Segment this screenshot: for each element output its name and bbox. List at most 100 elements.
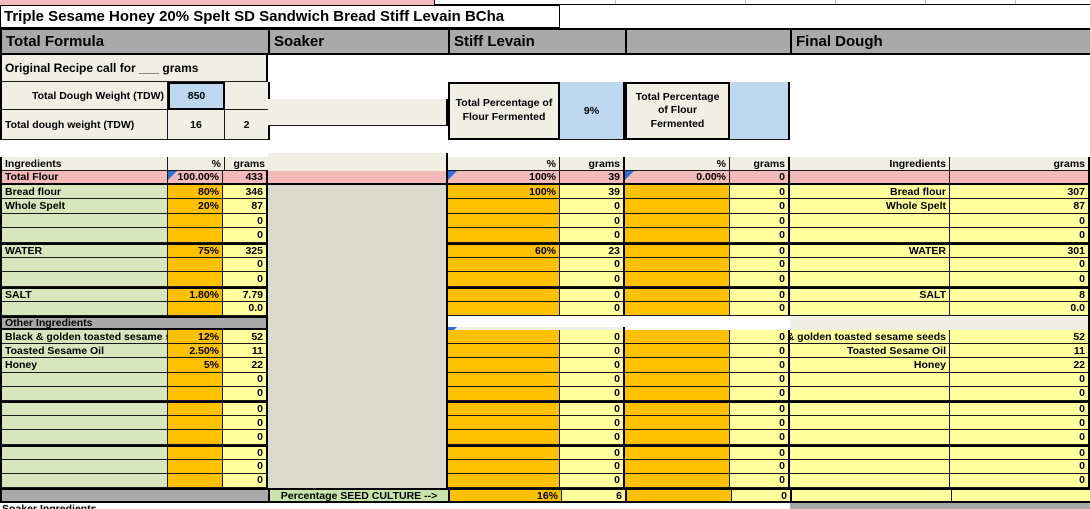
tdw2-value1-cell[interactable]: 16 bbox=[168, 110, 225, 140]
final-dough-name-cell[interactable] bbox=[790, 213, 950, 229]
grams-cell[interactable]: 0 bbox=[223, 228, 268, 243]
levain-percent-cell[interactable] bbox=[448, 430, 560, 445]
ingredient-name-cell[interactable]: WATER bbox=[2, 242, 168, 258]
seed-percent-cell[interactable]: 16% bbox=[450, 488, 562, 503]
levain-percent-cell[interactable] bbox=[448, 386, 560, 402]
levain2-percent-cell[interactable] bbox=[625, 242, 730, 258]
fd-seed-grams-cell[interactable] bbox=[952, 488, 1090, 503]
ingredient-name-cell[interactable] bbox=[2, 416, 168, 431]
grams-cell[interactable]: 0 bbox=[223, 444, 268, 460]
levain2-grams-cell[interactable]: 0 bbox=[730, 272, 790, 287]
grams-cell[interactable]: 0 bbox=[223, 257, 268, 273]
levain2-grams-cell[interactable]: 0 bbox=[730, 242, 790, 258]
levain2-percent-cell[interactable] bbox=[625, 401, 730, 417]
grams-cell[interactable]: 0 bbox=[223, 401, 268, 417]
seed2-percent-cell[interactable] bbox=[627, 488, 732, 503]
final-dough-grams-cell[interactable]: 22 bbox=[950, 358, 1090, 373]
final-dough-name-cell[interactable] bbox=[790, 272, 950, 287]
final-dough-name-cell[interactable] bbox=[790, 301, 950, 316]
final-dough-grams-cell[interactable]: 0 bbox=[950, 272, 1090, 287]
levain2-grams-cell[interactable]: 0 bbox=[730, 286, 790, 302]
percent-cell[interactable]: 5% bbox=[168, 358, 223, 373]
levain2-percent-cell[interactable] bbox=[625, 372, 730, 387]
ingredient-name-cell[interactable] bbox=[2, 386, 168, 402]
levain2-grams-cell[interactable]: 0 bbox=[730, 358, 790, 373]
grams-cell[interactable]: 0.0 bbox=[223, 301, 268, 316]
levain2-grams-col-header[interactable]: grams bbox=[730, 157, 790, 171]
final-dough-grams-cell[interactable]: 0 bbox=[950, 473, 1090, 488]
levain2-grams-cell[interactable]: 0 bbox=[730, 386, 790, 402]
grams-cell[interactable]: 0 bbox=[223, 430, 268, 445]
ingredient-name-cell[interactable] bbox=[2, 228, 168, 243]
levain2-percent-cell[interactable] bbox=[625, 257, 730, 273]
levain-percent-cell[interactable] bbox=[448, 228, 560, 243]
levain2-grams-cell[interactable]: 0 bbox=[730, 430, 790, 445]
percent-col-header[interactable]: % bbox=[168, 157, 225, 171]
percent-cell[interactable] bbox=[168, 430, 223, 445]
grams-cell[interactable]: 0 bbox=[223, 416, 268, 431]
final-dough-name-cell[interactable] bbox=[790, 430, 950, 445]
grams-cell[interactable]: 0 bbox=[223, 213, 268, 229]
levain-grams-cell[interactable]: 0 bbox=[560, 213, 625, 229]
percent-cell[interactable] bbox=[168, 386, 223, 402]
levain2-grams-cell[interactable]: 0 bbox=[730, 199, 790, 214]
grams-cell[interactable]: 87 bbox=[223, 199, 268, 214]
levain-grams-cell[interactable]: 0 bbox=[560, 199, 625, 214]
tdw2-label-cell[interactable]: Total dough weight (TDW) bbox=[2, 110, 168, 140]
levain2-percent-cell[interactable] bbox=[625, 459, 730, 474]
percent-cell[interactable] bbox=[168, 301, 223, 316]
final-dough-name-cell[interactable] bbox=[790, 459, 950, 474]
final-dough-grams-cell[interactable]: 301 bbox=[950, 242, 1090, 258]
levain2-grams-cell[interactable]: 0 bbox=[730, 228, 790, 243]
percent-cell[interactable]: 12% bbox=[168, 330, 223, 345]
levain2-percent-cell[interactable] bbox=[625, 358, 730, 373]
fd-totals-grams-cell[interactable] bbox=[950, 171, 1090, 185]
other-ingredients-header-cell[interactable]: Other Ingredients bbox=[0, 316, 268, 330]
fd-seed-name-cell[interactable] bbox=[792, 488, 952, 503]
levain-grams-cell[interactable]: 0 bbox=[560, 401, 625, 417]
final-dough-name-cell[interactable]: WATER bbox=[790, 242, 950, 258]
levain-percent-cell[interactable] bbox=[448, 473, 560, 488]
levain2-grams-cell[interactable]: 0 bbox=[730, 473, 790, 488]
tdw-empty-cell[interactable] bbox=[225, 82, 270, 110]
levain2-percent-cell[interactable] bbox=[625, 185, 730, 200]
ingredient-name-cell[interactable]: SALT bbox=[2, 286, 168, 302]
percent-cell[interactable] bbox=[168, 416, 223, 431]
levain-grams-cell[interactable]: 0 bbox=[560, 430, 625, 445]
ingredient-name-cell[interactable] bbox=[2, 430, 168, 445]
final-dough-grams-cell[interactable]: 0 bbox=[950, 213, 1090, 229]
tpf-label-cell[interactable]: Total Percentage of Flour Fermented bbox=[448, 82, 560, 140]
final-dough-grams-cell[interactable]: 0 bbox=[950, 459, 1090, 474]
percent-cell[interactable] bbox=[168, 213, 223, 229]
final-dough-name-cell[interactable]: Toasted Sesame Oil bbox=[790, 344, 950, 359]
final-dough-name-cell[interactable]: Honey bbox=[790, 358, 950, 373]
levain-grams-cell[interactable]: 39 bbox=[560, 185, 625, 200]
levain-total-grams-cell[interactable]: 39 bbox=[560, 171, 625, 185]
levain2-percent-cell[interactable] bbox=[625, 213, 730, 229]
grams-cell[interactable]: 0 bbox=[223, 386, 268, 402]
grams-cell[interactable]: 0 bbox=[223, 473, 268, 488]
levain2-grams-cell[interactable]: 0 bbox=[730, 301, 790, 316]
percent-cell[interactable] bbox=[168, 444, 223, 460]
levain2-percent-cell[interactable] bbox=[625, 386, 730, 402]
final-dough-name-cell[interactable]: Black & golden toasted sesame seeds bbox=[790, 330, 950, 345]
levain-percent-cell[interactable] bbox=[448, 257, 560, 273]
stiff-levain-header[interactable]: Stiff Levain bbox=[450, 28, 627, 55]
levain-grams-cell[interactable]: 0 bbox=[560, 416, 625, 431]
total-flour-name-cell[interactable]: Total Flour bbox=[2, 171, 168, 185]
levain2-percent-col-header[interactable]: % bbox=[625, 157, 730, 171]
levain2-percent-cell[interactable] bbox=[625, 301, 730, 316]
seed2-grams-cell[interactable]: 0 bbox=[732, 488, 792, 503]
levain-grams-cell[interactable]: 0 bbox=[560, 228, 625, 243]
recipe-title-cell[interactable]: Triple Sesame Honey 20% Spelt SD Sandwic… bbox=[0, 5, 560, 28]
levain2-percent-cell[interactable] bbox=[625, 272, 730, 287]
levain2-grams-cell[interactable]: 0 bbox=[730, 444, 790, 460]
fd-ingredients-col-header[interactable]: Ingredients bbox=[790, 157, 950, 171]
final-dough-grams-cell[interactable]: 8 bbox=[950, 286, 1090, 302]
levain2-percent-cell[interactable] bbox=[625, 430, 730, 445]
levain2-percent-cell[interactable] bbox=[625, 199, 730, 214]
levain2-grams-cell[interactable]: 0 bbox=[730, 330, 790, 345]
final-dough-name-cell[interactable] bbox=[790, 401, 950, 417]
levain-grams-cell[interactable]: 0 bbox=[560, 330, 625, 345]
final-dough-grams-cell[interactable]: 0 bbox=[950, 401, 1090, 417]
